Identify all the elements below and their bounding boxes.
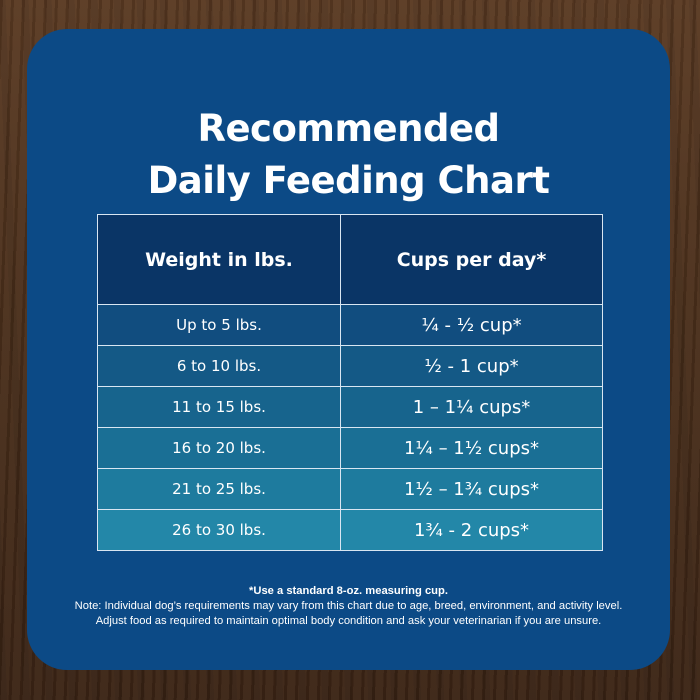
requirements-note: Note: Individual dog’s requirements may … bbox=[74, 600, 623, 612]
cups-cell: ¼ - ½ cup* bbox=[340, 304, 603, 346]
table-row: 11 to 15 lbs. 1 – 1¼ cups* bbox=[97, 386, 603, 428]
cups-cell: 1½ – 1¾ cups* bbox=[340, 468, 603, 510]
table-row: Up to 5 lbs. ¼ - ½ cup* bbox=[97, 304, 603, 346]
column-header-cups: Cups per day* bbox=[340, 214, 603, 305]
title-line-1: Recommended bbox=[197, 107, 500, 150]
table-row: 6 to 10 lbs. ½ - 1 cup* bbox=[97, 345, 603, 387]
feeding-table: Weight in lbs. Cups per day* Up to 5 lbs… bbox=[97, 214, 603, 551]
table-row: 26 to 30 lbs. 1¾ - 2 cups* bbox=[97, 509, 603, 551]
weight-cell: 21 to 25 lbs. bbox=[97, 468, 341, 510]
cups-cell: ½ - 1 cup* bbox=[340, 345, 603, 387]
weight-cell: Up to 5 lbs. bbox=[97, 304, 341, 346]
weight-cell: 6 to 10 lbs. bbox=[97, 345, 341, 387]
table-header-row: Weight in lbs. Cups per day* bbox=[97, 214, 603, 305]
cups-cell: 1 – 1¼ cups* bbox=[340, 386, 603, 428]
weight-cell: 26 to 30 lbs. bbox=[97, 509, 341, 551]
title-line-2: Daily Feeding Chart bbox=[147, 159, 550, 202]
adjustment-note: Adjust food as required to maintain opti… bbox=[95, 615, 602, 627]
measuring-cup-note: *Use a standard 8-oz. measuring cup. bbox=[249, 585, 448, 597]
table-row: 21 to 25 lbs. 1½ – 1¾ cups* bbox=[97, 468, 603, 510]
footnotes: *Use a standard 8-oz. measuring cup. Not… bbox=[27, 584, 670, 629]
column-header-weight: Weight in lbs. bbox=[97, 214, 341, 305]
page-title: Recommended Daily Feeding Chart bbox=[27, 103, 670, 207]
table-row: 16 to 20 lbs. 1¼ – 1½ cups* bbox=[97, 427, 603, 469]
feeding-chart-card: Recommended Daily Feeding Chart Weight i… bbox=[27, 29, 670, 670]
weight-cell: 16 to 20 lbs. bbox=[97, 427, 341, 469]
cups-cell: 1¼ – 1½ cups* bbox=[340, 427, 603, 469]
weight-cell: 11 to 15 lbs. bbox=[97, 386, 341, 428]
cups-cell: 1¾ - 2 cups* bbox=[340, 509, 603, 551]
